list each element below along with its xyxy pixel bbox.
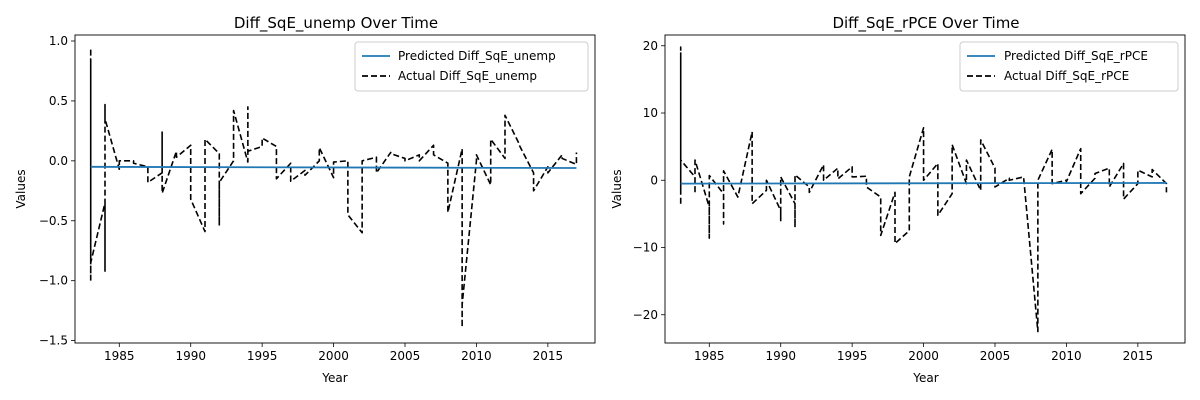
legend-label-actual-unemp: Actual Diff_SqE_unemp [398, 69, 537, 83]
actual-line-unemp [89, 47, 578, 329]
y-ticks-rpce: −20 −10 0 10 20 [633, 39, 665, 322]
x-tick-label-rpce: 1995 [837, 349, 868, 363]
actual-line-rpce [679, 46, 1168, 333]
y-tick-label-unemp: −1.5 [39, 334, 68, 348]
legend-label-predicted-rpce: Predicted Diff_SqE_rPCE [1004, 49, 1148, 63]
x-tick-label-rpce: 2015 [1123, 349, 1154, 363]
x-tick-label-unemp: 2000 [318, 349, 349, 363]
y-tick-label-rpce: −20 [633, 308, 658, 322]
x-tick-label-rpce: 1985 [694, 349, 725, 363]
y-tick-label-unemp: 0.5 [49, 94, 68, 108]
x-ticks-unemp: 1985 1990 1995 2000 2005 2010 2015 [104, 343, 563, 363]
y-tick-label-unemp: 0.0 [49, 154, 68, 168]
y-axis-label-rpce: Values [610, 169, 624, 208]
series-predicted-rpce [680, 182, 1167, 185]
predicted-line-rpce [680, 182, 1167, 185]
y-tick-label-rpce: 10 [643, 106, 658, 120]
x-tick-label-unemp: 1990 [175, 349, 206, 363]
x-tick-label-unemp: 2005 [390, 349, 421, 363]
plot-frame-unemp [74, 34, 596, 344]
y-axis-label-unemp: Values [14, 169, 28, 208]
x-tick-label-rpce: 2010 [1051, 349, 1082, 363]
plot-frame-rpce [664, 34, 1186, 344]
y-tick-label-unemp: −1.0 [39, 274, 68, 288]
x-tick-label-unemp: 2015 [533, 349, 564, 363]
chart-title-rpce: Diff_SqE_rPCE Over Time [832, 14, 1019, 33]
legend-box-rpce [959, 41, 1179, 92]
x-tick-label-unemp: 2010 [461, 349, 492, 363]
predicted-line-unemp [90, 165, 577, 169]
y-tick-label-rpce: 20 [643, 39, 658, 53]
x-axis-label-rpce: Year [912, 371, 938, 385]
y-ticks-unemp: −1.5 −1.0 −0.5 0.0 0.5 1.0 [39, 34, 75, 348]
y-tick-label-unemp: 1.0 [49, 34, 68, 48]
legend-label-predicted-unemp: Predicted Diff_SqE_unemp [398, 49, 556, 63]
series-actual-rpce [679, 46, 1168, 333]
x-tick-label-rpce: 1990 [765, 349, 796, 363]
y-tick-label-rpce: −10 [633, 241, 658, 255]
legend-unemp: Predicted Diff_SqE_unemp Actual Diff_SqE… [354, 41, 589, 92]
y-tick-label-unemp: −0.5 [39, 214, 68, 228]
legend-label-actual-rpce: Actual Diff_SqE_rPCE [1004, 69, 1129, 83]
y-tick-label-rpce: 0 [650, 173, 658, 187]
panel-unemp: Diff_SqE_unemp Over Time 1985 1990 1995 200… [14, 14, 596, 385]
panel-rpce: Diff_SqE_rPCE Over Time 1985 1990 1995 2000… [610, 14, 1186, 385]
x-tick-label-rpce: 2000 [908, 349, 939, 363]
x-tick-label-rpce: 2005 [980, 349, 1011, 363]
x-tick-label-unemp: 1995 [247, 349, 278, 363]
series-predicted-unemp [90, 165, 577, 169]
x-tick-label-unemp: 1985 [104, 349, 135, 363]
legend-rpce: Predicted Diff_SqE_rPCE Actual Diff_SqE_… [959, 41, 1179, 92]
x-axis-label-unemp: Year [321, 371, 347, 385]
chart-title-unemp: Diff_SqE_unemp Over Time [234, 14, 438, 33]
series-actual-unemp [89, 47, 578, 329]
x-ticks-rpce: 1985 1990 1995 2000 2005 2010 2015 [694, 343, 1153, 363]
legend-box-unemp [354, 41, 589, 92]
